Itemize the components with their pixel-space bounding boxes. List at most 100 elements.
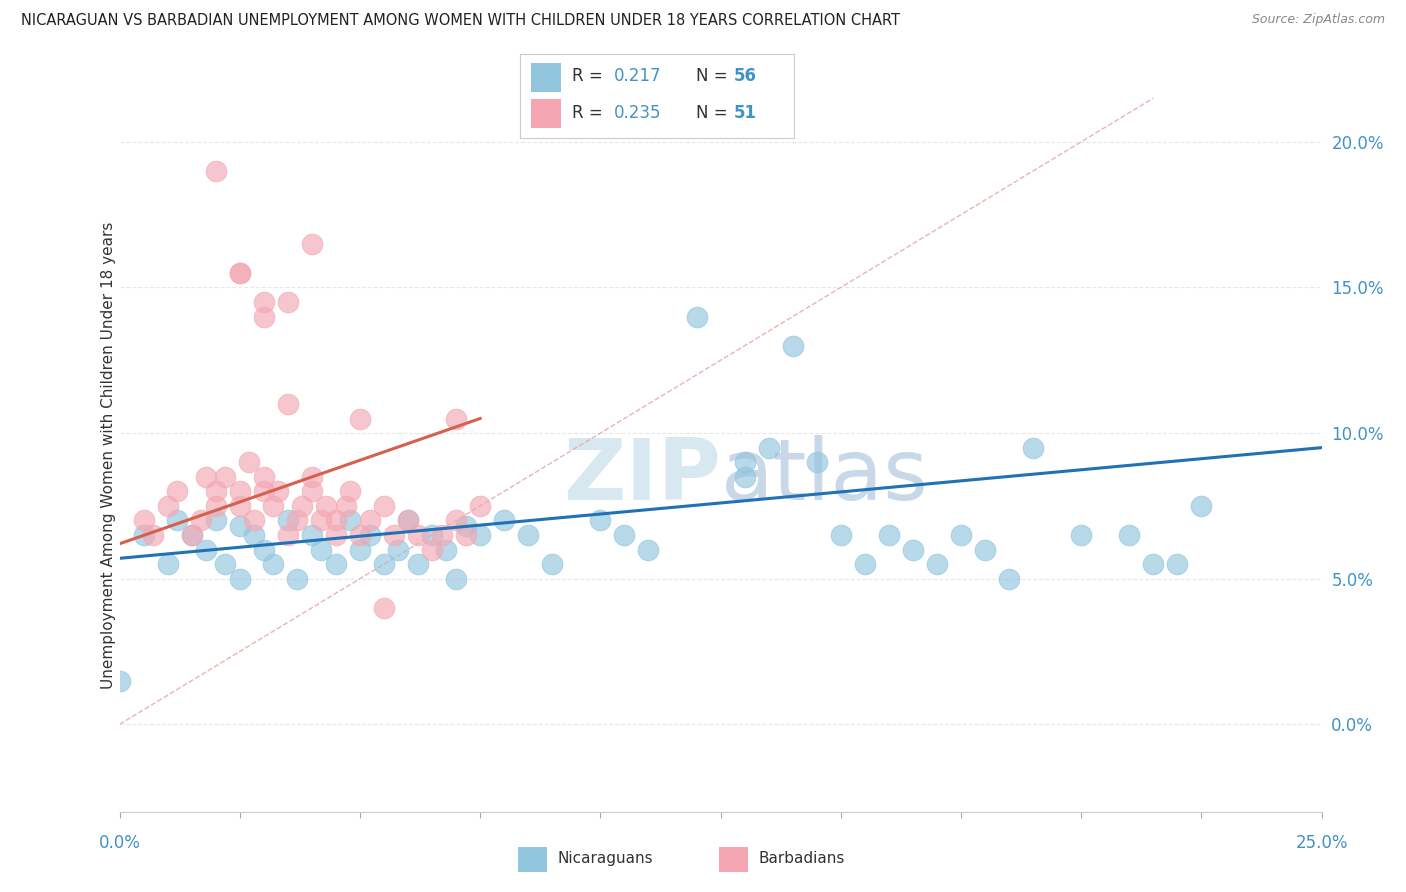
Point <box>454 519 477 533</box>
Text: ZIP: ZIP <box>562 434 720 518</box>
Point <box>301 469 323 483</box>
Point <box>373 557 395 571</box>
Point <box>468 528 492 542</box>
Text: 51: 51 <box>734 103 756 122</box>
Point <box>325 557 347 571</box>
Point <box>243 528 266 542</box>
Text: R =: R = <box>572 68 603 86</box>
Point <box>1070 528 1092 542</box>
Point <box>877 528 900 542</box>
Point <box>387 542 409 557</box>
Point <box>301 236 323 251</box>
Point <box>436 542 458 557</box>
Text: 0.0%: 0.0% <box>98 834 141 852</box>
Point <box>311 542 333 557</box>
Point <box>853 557 876 571</box>
Point <box>195 469 218 483</box>
Point <box>396 513 419 527</box>
Point <box>349 542 371 557</box>
Text: N =: N = <box>696 68 727 86</box>
Point <box>287 513 309 527</box>
Point <box>238 455 260 469</box>
FancyBboxPatch shape <box>517 847 547 871</box>
Point <box>325 513 347 527</box>
Point <box>204 499 226 513</box>
Text: 25.0%: 25.0% <box>1295 834 1348 852</box>
Point <box>1118 528 1140 542</box>
Point <box>228 484 252 499</box>
Point <box>396 513 419 527</box>
Point <box>830 528 852 542</box>
Text: 56: 56 <box>734 68 756 86</box>
Point <box>468 499 492 513</box>
Point <box>180 528 202 542</box>
Point <box>142 528 165 542</box>
Point <box>444 572 467 586</box>
Point <box>444 411 467 425</box>
Point <box>195 542 218 557</box>
Point <box>301 484 323 499</box>
Point <box>734 455 756 469</box>
Point <box>277 397 299 411</box>
Point <box>253 310 276 324</box>
Point <box>262 499 284 513</box>
Point <box>228 499 252 513</box>
Point <box>359 513 381 527</box>
Point <box>420 528 443 542</box>
Point <box>806 455 828 469</box>
Point <box>204 484 226 499</box>
Point <box>228 519 252 533</box>
Point <box>758 441 780 455</box>
Point <box>373 499 395 513</box>
Point <box>998 572 1021 586</box>
Point <box>1166 557 1188 571</box>
Point <box>406 528 429 542</box>
Point <box>228 266 252 280</box>
Point <box>277 528 299 542</box>
Point <box>228 266 252 280</box>
Point <box>613 528 636 542</box>
Text: Source: ZipAtlas.com: Source: ZipAtlas.com <box>1251 13 1385 27</box>
Point <box>228 572 252 586</box>
Text: Barbadians: Barbadians <box>758 852 845 866</box>
Point <box>382 528 405 542</box>
Point <box>339 484 361 499</box>
Point <box>517 528 540 542</box>
Point <box>287 572 309 586</box>
Point <box>1022 441 1045 455</box>
Point <box>494 513 516 527</box>
Text: N =: N = <box>696 103 727 122</box>
Point <box>974 542 997 557</box>
Text: atlas: atlas <box>720 434 928 518</box>
Point <box>430 528 453 542</box>
Point <box>311 513 333 527</box>
Point <box>277 513 299 527</box>
Text: R =: R = <box>572 103 603 122</box>
Point <box>156 557 179 571</box>
Point <box>166 484 188 499</box>
Point <box>253 484 276 499</box>
Point <box>262 557 284 571</box>
Point <box>204 513 226 527</box>
Point <box>214 469 236 483</box>
FancyBboxPatch shape <box>718 847 748 871</box>
Point <box>949 528 972 542</box>
Point <box>406 557 429 571</box>
Point <box>267 484 290 499</box>
Point <box>637 542 659 557</box>
Point <box>291 499 314 513</box>
Point <box>166 513 188 527</box>
Point <box>685 310 707 324</box>
Text: 0.235: 0.235 <box>613 103 661 122</box>
Text: NICARAGUAN VS BARBADIAN UNEMPLOYMENT AMONG WOMEN WITH CHILDREN UNDER 18 YEARS CO: NICARAGUAN VS BARBADIAN UNEMPLOYMENT AMO… <box>21 13 900 29</box>
Point <box>1142 557 1164 571</box>
Point <box>335 499 357 513</box>
FancyBboxPatch shape <box>531 99 561 128</box>
Point <box>190 513 212 527</box>
Point <box>734 469 756 483</box>
Point <box>156 499 179 513</box>
Point <box>420 542 443 557</box>
Point <box>277 295 299 310</box>
Point <box>180 528 202 542</box>
Point <box>253 295 276 310</box>
